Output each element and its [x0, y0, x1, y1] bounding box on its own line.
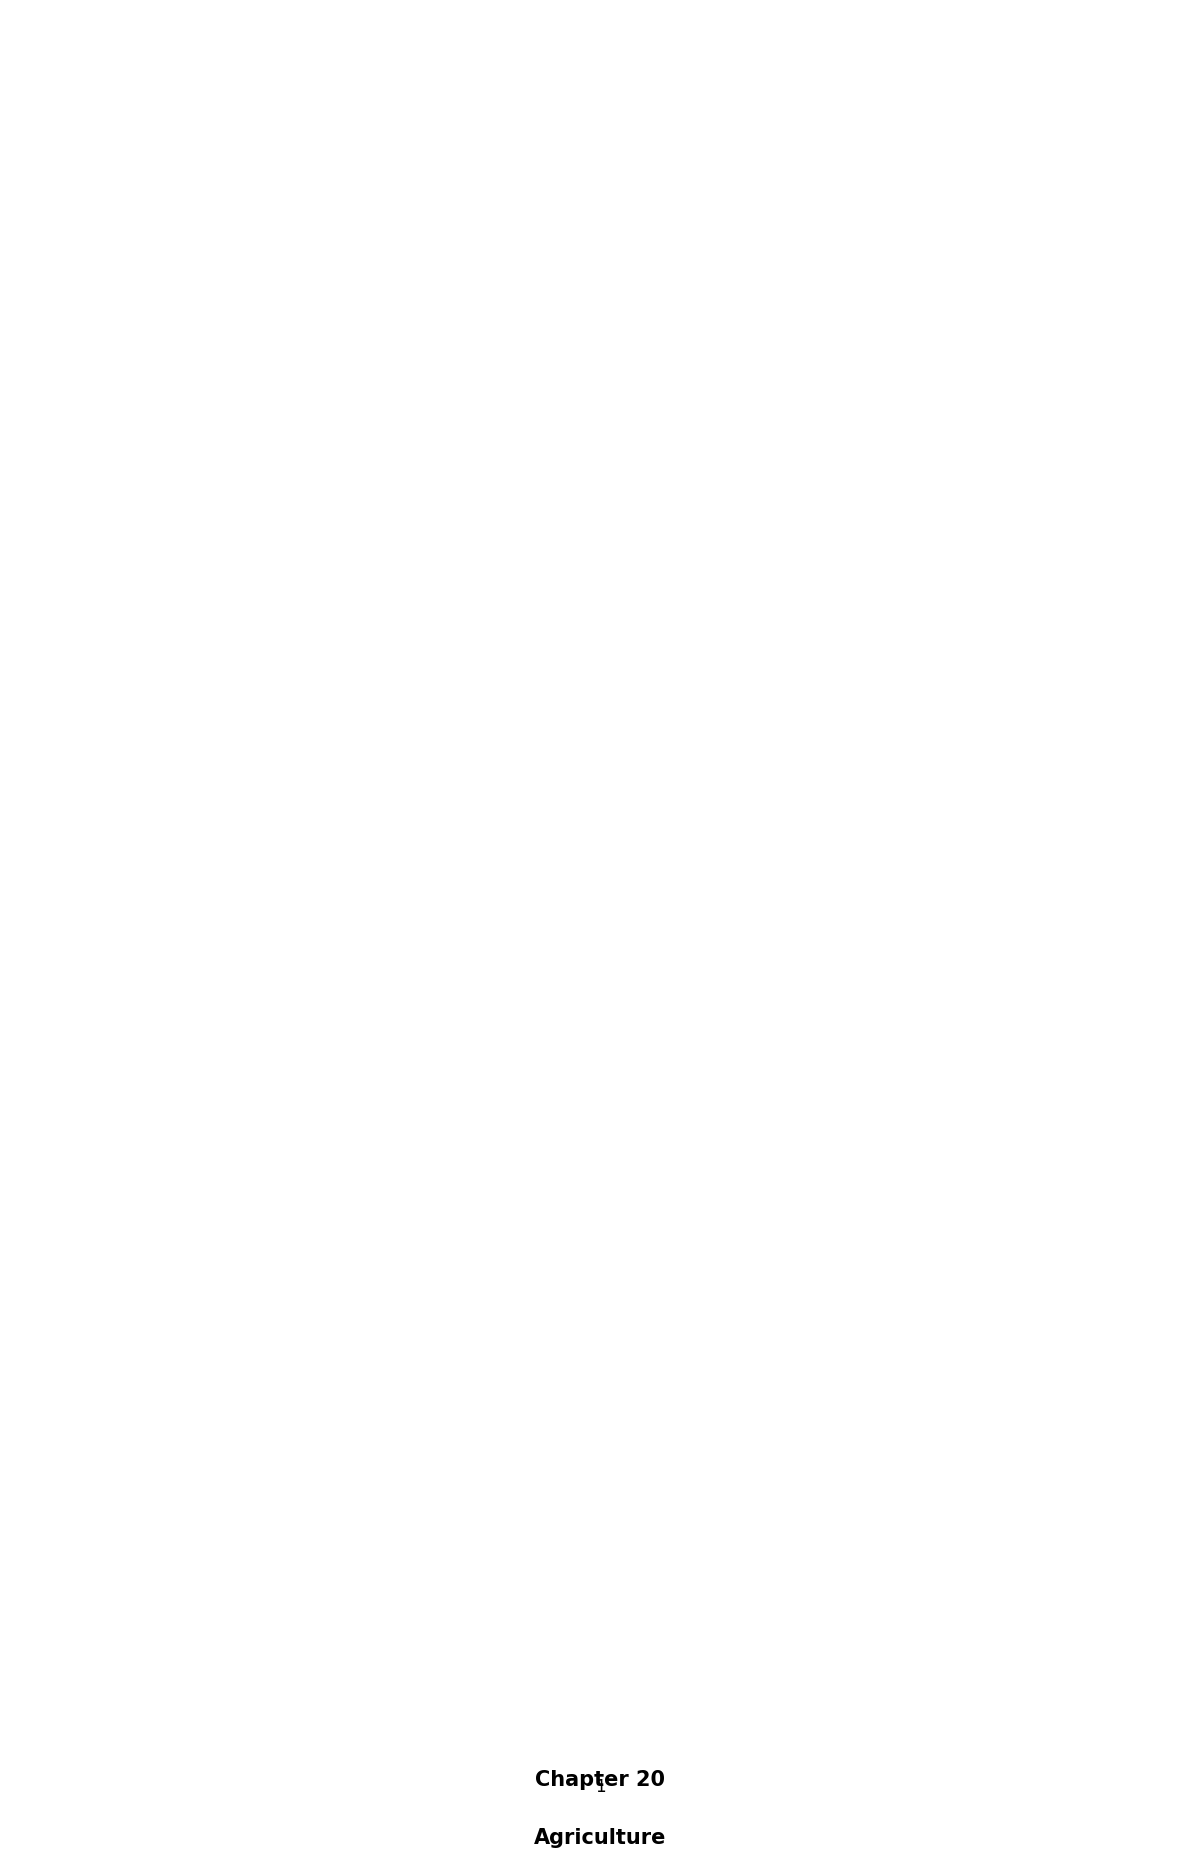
Text: Chapter 20: Chapter 20: [535, 1770, 665, 1790]
Text: Agriculture: Agriculture: [534, 1827, 666, 1848]
Text: 1: 1: [595, 1777, 605, 1796]
